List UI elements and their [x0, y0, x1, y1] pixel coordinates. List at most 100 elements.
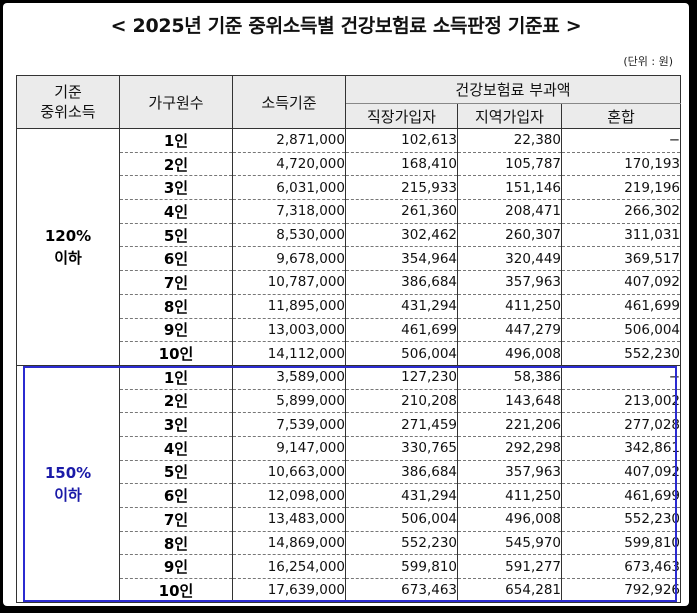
household-size-cell: 1인 [119, 128, 233, 153]
regional-premium-cell: 151,146 [457, 175, 562, 201]
table-row: 7인 10,787,000 386,684 357,963 407,092 [17, 270, 682, 295]
header-premium-group: 건강보험료 부과액 [344, 75, 682, 104]
income-cell: 7,539,000 [232, 412, 346, 437]
employee-premium-cell: 552,230 [345, 531, 458, 556]
employee-premium-cell: 271,459 [345, 412, 458, 437]
regional-premium-cell: 292,298 [457, 436, 562, 461]
table-body: 120% 이하 1인 2,871,000 102,613 22,380−2인 4,720,… [16, 128, 682, 603]
income-cell: 17,639,000 [232, 578, 346, 603]
income-cell: 2,871,000 [232, 128, 346, 153]
income-cell: 5,899,000 [232, 389, 346, 414]
mixed-premium-cell: 552,230 [560, 507, 682, 532]
income-cell: 14,112,000 [232, 341, 346, 366]
regional-premium-cell: 496,008 [457, 341, 562, 366]
household-size-cell: 10인 [119, 578, 233, 603]
household-size-cell: 8인 [119, 294, 233, 319]
income-cell: 3,589,000 [232, 365, 346, 390]
mixed-premium-cell: 599,810 [560, 531, 682, 556]
header-employee: 직장가입자 [345, 103, 458, 129]
regional-premium-cell: 447,279 [457, 318, 562, 343]
household-size-cell: 6인 [119, 483, 233, 508]
household-size-cell: 3인 [119, 412, 233, 437]
table-row: 8인 11,895,000 431,294 411,250 461,699 [17, 294, 682, 319]
mixed-premium-cell: 407,092 [560, 460, 682, 485]
employee-premium-cell: 431,294 [345, 294, 458, 319]
table-row: 9인 13,003,000 461,699 447,279 506,004 [17, 318, 682, 343]
household-size-cell: 7인 [119, 507, 233, 532]
employee-premium-cell: 386,684 [345, 460, 458, 485]
mixed-premium-cell: 369,517 [560, 246, 682, 272]
income-cell: 10,663,000 [232, 460, 346, 485]
regional-premium-cell: 654,281 [457, 578, 562, 603]
employee-premium-cell: 215,933 [345, 175, 458, 201]
household-size-cell: 4인 [119, 436, 233, 461]
income-cell: 6,031,000 [232, 175, 346, 201]
unit-note: (단위 : 원) [623, 55, 673, 68]
regional-premium-cell: 496,008 [457, 507, 562, 532]
regional-premium-cell: 545,970 [457, 531, 562, 556]
table-row: 10인 17,639,000 673,463 654,281 792,926 [17, 578, 682, 603]
regional-premium-cell: 208,471 [457, 199, 562, 224]
mixed-premium-cell: 342,861 [560, 436, 682, 461]
income-cell: 16,254,000 [232, 554, 346, 580]
mixed-premium-cell: 792,926 [560, 578, 682, 603]
household-size-cell: 10인 [119, 341, 233, 366]
header-mixed: 혼합 [560, 103, 682, 129]
table-row: 5인 8,530,000 302,462 260,307 311,031 [17, 223, 682, 248]
household-size-cell: 7인 [119, 270, 233, 295]
mixed-premium-cell: 552,230 [560, 341, 682, 366]
mixed-premium-cell: 219,196 [560, 175, 682, 201]
regional-premium-cell: 260,307 [457, 223, 562, 248]
mixed-premium-cell: 170,193 [560, 152, 682, 177]
household-size-cell: 8인 [119, 531, 233, 556]
table-row: 4인 7,318,000 261,360 208,471 266,302 [17, 199, 682, 224]
header-regional: 지역가입자 [457, 103, 562, 129]
income-cell: 8,530,000 [232, 223, 346, 248]
regional-premium-cell: 105,787 [457, 152, 562, 177]
regional-premium-cell: 320,449 [457, 246, 562, 272]
employee-premium-cell: 386,684 [345, 270, 458, 295]
employee-premium-cell: 127,230 [345, 365, 458, 390]
mixed-premium-cell: 461,699 [560, 294, 682, 319]
income-cell: 4,720,000 [232, 152, 346, 177]
table-row: 6인 9,678,000 354,964 320,449 369,517 [17, 246, 682, 272]
band-label: 120% 이하 [16, 128, 120, 366]
employee-premium-cell: 102,613 [345, 128, 458, 153]
household-size-cell: 9인 [119, 318, 233, 343]
employee-premium-cell: 673,463 [345, 578, 458, 603]
employee-premium-cell: 461,699 [345, 318, 458, 343]
regional-premium-cell: 143,648 [457, 389, 562, 414]
mixed-premium-cell: 266,302 [560, 199, 682, 224]
mixed-premium-cell: 673,463 [560, 554, 682, 580]
household-size-cell: 5인 [119, 460, 233, 485]
mixed-premium-cell: 213,002 [560, 389, 682, 414]
regional-premium-cell: 221,206 [457, 412, 562, 437]
mixed-premium-cell: 461,699 [560, 483, 682, 508]
mixed-premium-cell: 311,031 [560, 223, 682, 248]
household-size-cell: 2인 [119, 152, 233, 177]
employee-premium-cell: 302,462 [345, 223, 458, 248]
mixed-premium-cell: 506,004 [560, 318, 682, 343]
employee-premium-cell: 506,004 [345, 341, 458, 366]
income-cell: 7,318,000 [232, 199, 346, 224]
table-row: 120% 이하 1인 2,871,000 102,613 22,380− [16, 128, 682, 366]
employee-premium-cell: 168,410 [345, 152, 458, 177]
regional-premium-cell: 411,250 [457, 483, 562, 508]
mixed-premium-cell: 407,092 [560, 270, 682, 295]
band-label: 150% 이하 [16, 365, 120, 603]
regional-premium-cell: 357,963 [457, 460, 562, 485]
mixed-premium-cell: 277,028 [560, 412, 682, 437]
page-title: < 2025년 기준 중위소득별 건강보험료 소득판정 기준표 > [110, 15, 582, 37]
header-median-income: 기준 중위소득 [16, 75, 120, 129]
table-row: 9인 16,254,000 599,810 591,277 673,463 [17, 554, 682, 580]
regional-premium-cell: 591,277 [457, 554, 562, 580]
income-cell: 9,678,000 [232, 246, 346, 272]
income-cell: 10,787,000 [232, 270, 346, 295]
household-size-cell: 2인 [119, 389, 233, 414]
table-row: 5인 10,663,000 386,684 357,963 407,092 [17, 460, 682, 485]
table-row: 3인 6,031,000 215,933 151,146 219,196 [17, 175, 682, 201]
employee-premium-cell: 506,004 [345, 507, 458, 532]
income-cell: 9,147,000 [232, 436, 346, 461]
household-size-cell: 6인 [119, 246, 233, 272]
employee-premium-cell: 330,765 [345, 436, 458, 461]
